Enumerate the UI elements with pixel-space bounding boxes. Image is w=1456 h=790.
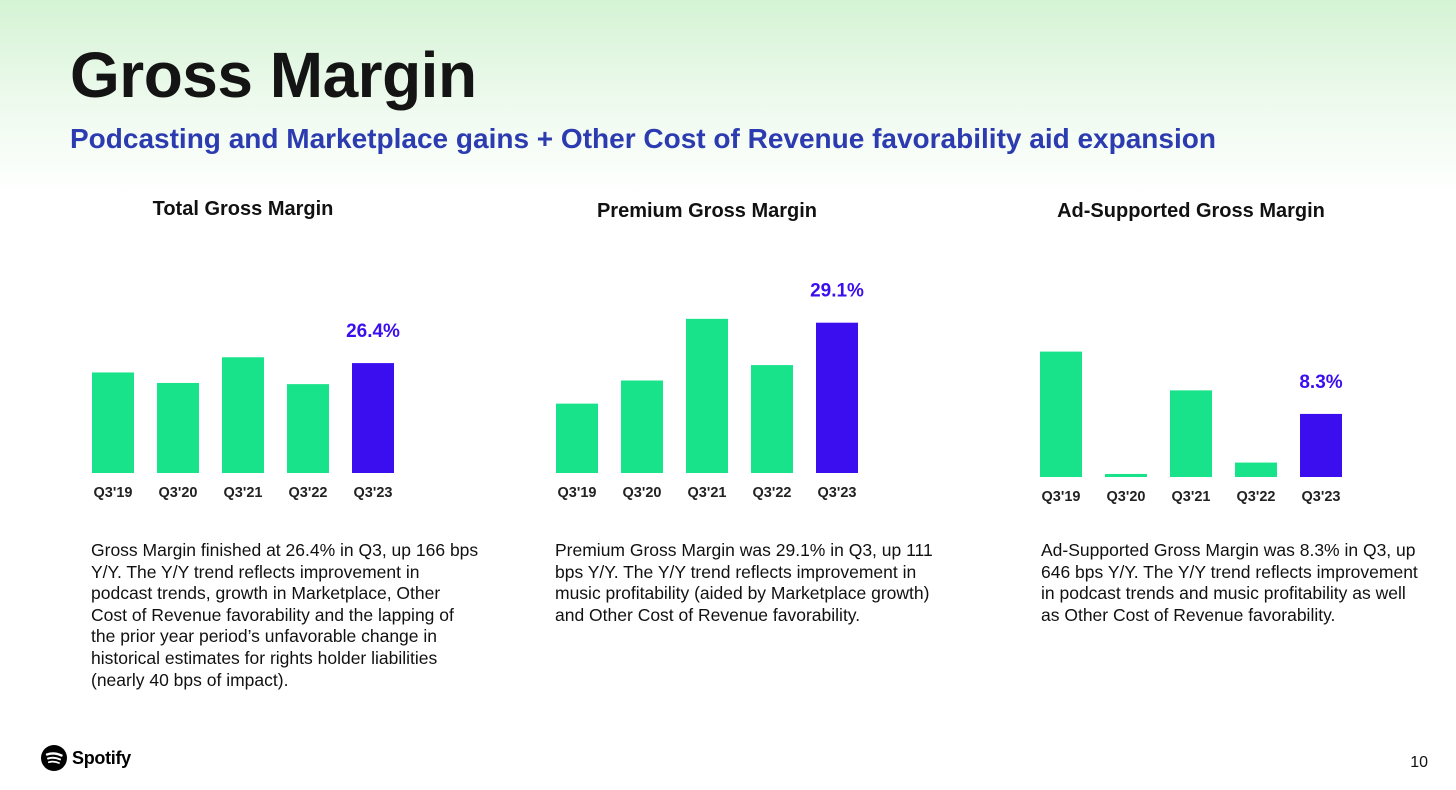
chart-title-premium: Premium Gross Margin (596, 200, 818, 222)
bar-q322 (751, 365, 793, 473)
bar-q320 (157, 382, 199, 473)
x-tick-label: Q3'22 (289, 485, 328, 501)
bar-q320 (1105, 473, 1147, 477)
x-tick-label: Q3'23 (818, 485, 857, 501)
x-tick-label: Q3'22 (753, 485, 792, 501)
x-tick-label: Q3'23 (354, 485, 393, 501)
x-tick-label: Q3'20 (623, 485, 662, 501)
bar-q319 (1040, 351, 1082, 477)
bar-q321 (686, 318, 728, 473)
bar-q322 (287, 384, 329, 473)
page-title: Gross Margin (70, 39, 477, 111)
spotify-wordmark: Spotify (72, 747, 131, 768)
bar-q323 (816, 322, 858, 473)
x-tick-label: Q3'19 (94, 485, 133, 501)
bar-q319 (556, 403, 598, 473)
bar-q319 (92, 372, 134, 473)
bar-q321 (1170, 390, 1212, 477)
data-label: 8.3% (1299, 372, 1342, 393)
x-tick-label: Q3'20 (1107, 489, 1146, 505)
x-tick-label: Q3'19 (558, 485, 597, 501)
x-tick-label: Q3'19 (1042, 489, 1081, 505)
ad-supported-gross-margin-chart: Q3'19 Q3'20 Q3'21 Q3'22 Q3'23 8.3% (1040, 351, 1343, 505)
spotify-logo: Spotify (40, 744, 131, 772)
chart-title-total: Total Gross Margin (152, 198, 334, 220)
x-tick-label: Q3'21 (1172, 489, 1211, 505)
x-tick-label: Q3'21 (688, 485, 727, 501)
total-gross-margin-chart: Q3'19 Q3'20 Q3'21 Q3'22 Q3'23 26.4% (92, 321, 400, 501)
bar-q323 (1300, 413, 1342, 477)
spotify-icon (41, 745, 67, 771)
total-gross-margin-description: Gross Margin finished at 26.4% in Q3, up… (91, 540, 479, 690)
bar-q322 (1235, 462, 1277, 477)
premium-gross-margin-chart: Q3'19 Q3'20 Q3'21 Q3'22 Q3'23 29.1% (556, 281, 864, 501)
premium-gross-margin-description: Premium Gross Margin was 29.1% in Q3, up… (555, 540, 933, 625)
bar-q320 (621, 380, 663, 473)
page-subtitle: Podcasting and Marketplace gains + Other… (70, 123, 1216, 154)
page-number: 10 (1410, 754, 1428, 771)
ad-supported-gross-margin-description: Ad-Supported Gross Margin was 8.3% in Q3… (1041, 540, 1418, 625)
chart-title-ad-supported: Ad-Supported Gross Margin (1057, 200, 1325, 222)
x-tick-label: Q3'22 (1237, 489, 1276, 505)
x-tick-label: Q3'23 (1302, 489, 1341, 505)
bar-q321 (222, 357, 264, 473)
x-tick-label: Q3'20 (159, 485, 198, 501)
x-tick-label: Q3'21 (224, 485, 263, 501)
bar-q323 (352, 363, 394, 473)
data-label: 29.1% (810, 281, 864, 302)
data-label: 26.4% (346, 321, 400, 342)
